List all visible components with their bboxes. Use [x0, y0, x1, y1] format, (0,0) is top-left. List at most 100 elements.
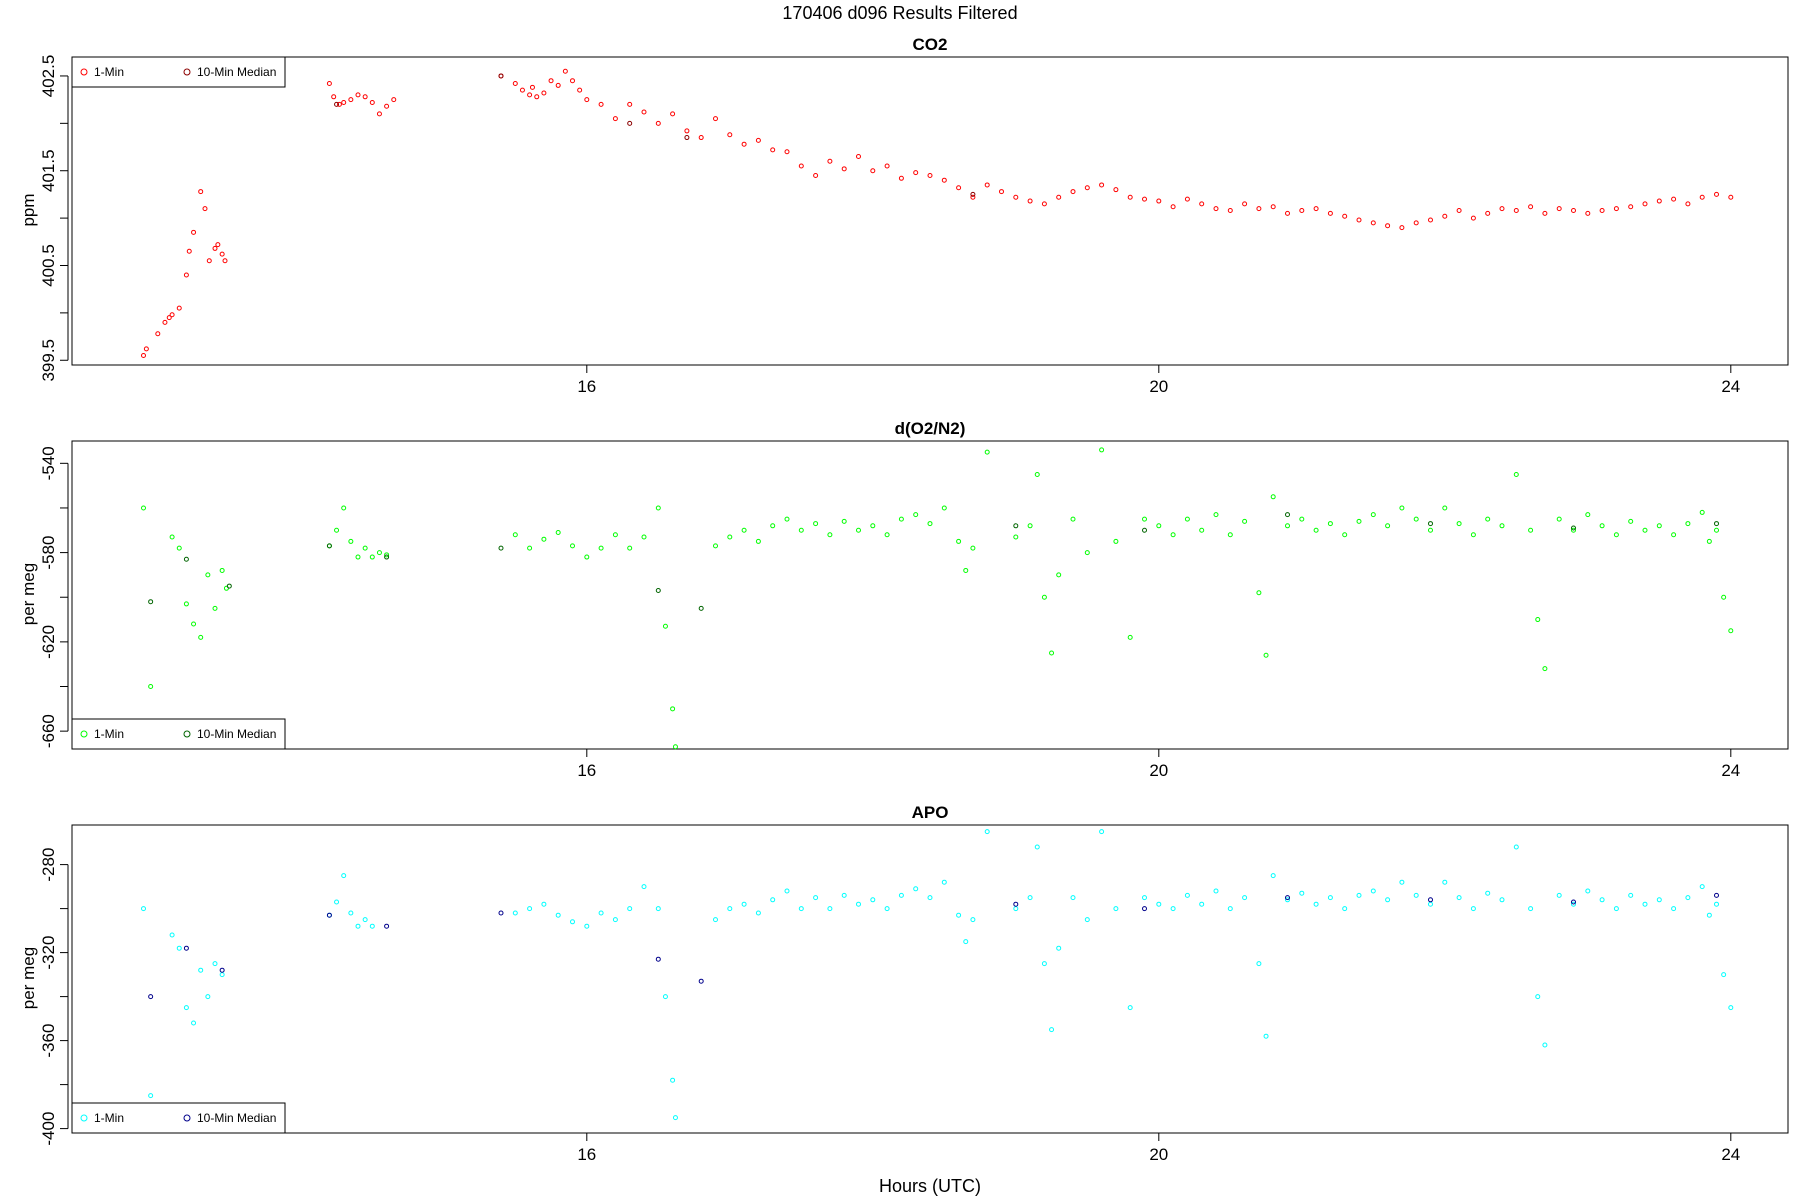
apo-one-min-point [1099, 829, 1105, 835]
apo-x-tick-label: 20 [1149, 1145, 1168, 1164]
o2n2-x-tick-label: 20 [1149, 761, 1168, 780]
o2n2-one-min-point [1142, 516, 1147, 522]
o2n2-one-min-point [1127, 634, 1133, 640]
apo-one-min-point [219, 972, 225, 978]
co2-one-min-point [166, 315, 172, 321]
co2-one-min-point [186, 248, 192, 254]
apo-one-min-point [1142, 895, 1147, 901]
apo-one-min-point [584, 923, 590, 929]
o2n2-one-min-point [341, 505, 347, 511]
apo-one-min-point [1270, 873, 1276, 879]
apo-one-min-point [856, 901, 861, 907]
co2-one-min-point [1270, 204, 1276, 210]
co2-one-min-point [698, 135, 704, 141]
co2-one-min-point [1041, 201, 1047, 207]
apo-median-point [498, 910, 504, 916]
o2n2-one-min-point [1642, 527, 1648, 533]
o2n2-one-min-point [1613, 532, 1619, 538]
o2n2-one-min-point [1571, 527, 1576, 533]
co2-one-min-point [1571, 208, 1576, 214]
apo-legend: 1-Min 10-Min Median [71, 1102, 286, 1134]
apo-legend-median-marker [183, 1114, 191, 1122]
o2n2-one-min-point [913, 512, 919, 518]
o2n2-one-min-point [1428, 527, 1433, 533]
o2n2-one-min-point [1671, 532, 1677, 538]
o2n2-one-min-point [784, 516, 790, 522]
co2-one-min-point [713, 116, 718, 122]
o2n2-one-min-point [1685, 521, 1691, 527]
o2n2-one-min-point [1256, 590, 1262, 596]
apo-one-min-point [612, 917, 618, 923]
o2n2-y-tick-label: -660 [39, 714, 58, 748]
co2-y-axis-label: ppm [19, 193, 38, 226]
apo-one-min-point [1642, 901, 1648, 907]
co2-one-min-point [1399, 225, 1405, 231]
co2-one-min-point [1485, 210, 1491, 216]
co2-one-min-point [336, 101, 342, 107]
apo-one-min-point [1113, 906, 1119, 912]
co2-one-min-point [813, 172, 819, 178]
apo-one-min-point [191, 1020, 197, 1026]
co2-one-min-point [183, 272, 189, 278]
o2n2-one-min-point [1456, 521, 1462, 527]
apo-one-min-point [1556, 892, 1562, 898]
o2n2-legend-box [71, 718, 286, 750]
apo-one-min-point [334, 899, 340, 905]
figure-title: 170406 d096 Results Filtered [782, 3, 1017, 23]
co2-one-min-point [1599, 208, 1605, 214]
apo-one-min-point [1127, 1005, 1133, 1011]
co2-y-tick-label: 401.5 [39, 149, 58, 192]
apo-y-tick-label: -320 [39, 936, 58, 970]
o2n2-one-min-point [1470, 532, 1476, 538]
o2n2-one-min-point [1413, 516, 1419, 522]
apo-one-min-point [1542, 1042, 1548, 1048]
co2-one-min-point [856, 154, 861, 160]
co2-one-min-point [548, 78, 554, 84]
apo-one-min-point [941, 879, 947, 885]
co2-one-min-point [541, 90, 547, 96]
co2-one-min-point [1628, 204, 1634, 210]
co2-one-min-point [341, 99, 347, 105]
apo-legend-one-min-label: 1-Min [94, 1111, 124, 1125]
apo-one-min-point [813, 895, 819, 901]
apo-one-min-point [672, 1115, 678, 1121]
apo-y-tick-label: -280 [39, 848, 58, 882]
apo-one-min-point [741, 901, 747, 907]
o2n2-one-min-point [205, 572, 211, 578]
co2-one-min-point [1013, 194, 1019, 200]
o2n2-one-min-point [670, 706, 676, 712]
apo-one-min-point [369, 923, 375, 929]
co2-one-min-point [202, 206, 208, 212]
co2-one-min-point [1499, 206, 1505, 212]
apo-one-min-point [1513, 844, 1519, 850]
o2n2-one-min-point [655, 505, 661, 511]
o2n2-one-min-point [1242, 518, 1248, 524]
co2-one-min-point [1027, 198, 1033, 204]
apo-one-min-point [1399, 879, 1405, 885]
apo-median-point [1285, 895, 1290, 901]
o2n2-one-min-point [662, 623, 668, 629]
co2-median-point [684, 135, 690, 141]
co2-one-min-point [1170, 204, 1176, 210]
o2n2-one-min-point [183, 601, 189, 607]
co2-one-min-point [1585, 210, 1591, 216]
co2-one-min-point [1671, 196, 1677, 202]
apo-x-tick-label: 16 [577, 1145, 596, 1164]
apo-one-min-point [1056, 945, 1062, 951]
o2n2-legend: 1-Min 10-Min Median [71, 718, 286, 750]
o2n2-one-min-point [176, 545, 182, 551]
apo-median-point [1013, 901, 1019, 907]
apo-one-min-point [141, 906, 146, 912]
co2-one-min-point [519, 87, 525, 93]
o2n2-median-point [1714, 521, 1719, 527]
o2n2-one-min-point [1442, 505, 1448, 511]
o2n2-one-min-point [970, 545, 976, 551]
apo-one-min-point [1070, 895, 1076, 901]
co2-median-point [970, 191, 976, 197]
apo-one-min-point [1041, 961, 1047, 967]
apo-one-min-point [1671, 906, 1677, 912]
apo-one-min-point [956, 912, 962, 918]
co2-median-point [627, 120, 633, 126]
o2n2-one-min-point [1342, 532, 1348, 538]
apo-one-min-point [527, 906, 533, 912]
